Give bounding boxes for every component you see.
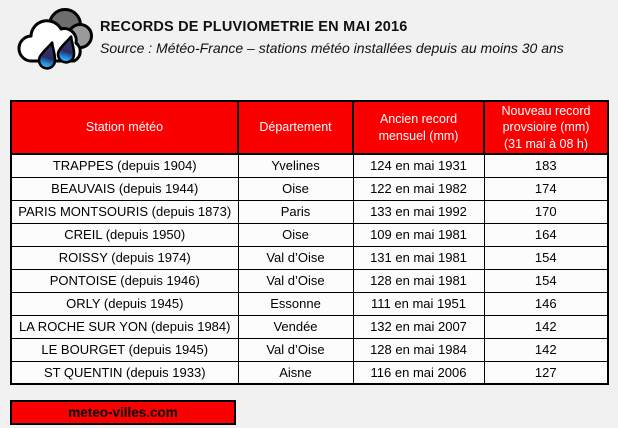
new-record-cell: 142 xyxy=(483,314,609,339)
old-record-cell: 124 en mai 1931 xyxy=(352,153,485,178)
table-row: LE BOURGET (depuis 1945) Val d’Oise 128 … xyxy=(10,337,609,362)
table-row: BEAUVAIS (depuis 1944) Oise 122 en mai 1… xyxy=(10,176,609,201)
new-record-cell: 174 xyxy=(483,176,609,201)
station-cell: ST QUENTIN (depuis 1933) xyxy=(10,360,239,385)
rain-cloud-icon xyxy=(12,4,96,76)
new-record-cell: 146 xyxy=(483,291,609,316)
table-row: ROISSY (depuis 1974) Val d’Oise 131 en m… xyxy=(10,245,609,270)
departement-cell: Val d’Oise xyxy=(237,268,354,293)
departement-cell: Oise xyxy=(237,176,354,201)
station-cell: BEAUVAIS (depuis 1944) xyxy=(10,176,239,201)
table-row: LA ROCHE SUR YON (depuis 1984) Vendée 13… xyxy=(10,314,609,339)
old-record-cell: 133 en mai 1992 xyxy=(352,199,485,224)
old-record-cell: 109 en mai 1981 xyxy=(352,222,485,247)
new-record-cell: 170 xyxy=(483,199,609,224)
station-cell: TRAPPES (depuis 1904) xyxy=(10,153,239,178)
station-cell: CREIL (depuis 1950) xyxy=(10,222,239,247)
masthead: RECORDS DE PLUVIOMETRIE EN MAI 2016 Sour… xyxy=(12,4,564,76)
station-cell: ROISSY (depuis 1974) xyxy=(10,245,239,270)
departement-cell: Oise xyxy=(237,222,354,247)
table-row: ORLY (depuis 1945) Essonne 111 en mai 19… xyxy=(10,291,609,316)
departement-cell: Yvelines xyxy=(237,153,354,178)
station-cell: PARIS MONTSOURIS (depuis 1873) xyxy=(10,199,239,224)
departement-cell: Vendée xyxy=(237,314,354,339)
departement-cell: Val d’Oise xyxy=(237,245,354,270)
new-record-cell: 164 xyxy=(483,222,609,247)
new-record-column-header: Nouveau record provsioire (mm) (31 mai à… xyxy=(483,100,609,155)
departement-cell: Aisne xyxy=(237,360,354,385)
old-record-cell: 128 en mai 1984 xyxy=(352,337,485,362)
station-cell: PONTOISE (depuis 1946) xyxy=(10,268,239,293)
station-cell: LE BOURGET (depuis 1945) xyxy=(10,337,239,362)
old-record-cell: 116 en mai 2006 xyxy=(352,360,485,385)
new-record-cell: 127 xyxy=(483,360,609,385)
station-column-header: Station météo xyxy=(10,100,239,155)
departement-cell: Paris xyxy=(237,199,354,224)
old-record-cell: 111 en mai 1951 xyxy=(352,291,485,316)
table-row: PARIS MONTSOURIS (depuis 1873) Paris 133… xyxy=(10,199,609,224)
new-record-cell: 154 xyxy=(483,245,609,270)
old-record-cell: 128 en mai 1981 xyxy=(352,268,485,293)
departement-cell: Val d’Oise xyxy=(237,337,354,362)
station-cell: LA ROCHE SUR YON (depuis 1984) xyxy=(10,314,239,339)
old-record-cell: 132 en mai 2007 xyxy=(352,314,485,339)
title-block: RECORDS DE PLUVIOMETRIE EN MAI 2016 Sour… xyxy=(100,4,564,56)
source-subtitle: Source : Météo-France – stations météo i… xyxy=(100,40,564,56)
new-record-cell: 154 xyxy=(483,268,609,293)
departement-cell: Essonne xyxy=(237,291,354,316)
old-record-cell: 122 en mai 1982 xyxy=(352,176,485,201)
new-record-cell: 142 xyxy=(483,337,609,362)
table-header-row: Station météo Département Ancien record … xyxy=(10,100,609,155)
records-table: Station météo Département Ancien record … xyxy=(10,100,609,385)
old-record-cell: 131 en mai 1981 xyxy=(352,245,485,270)
table-row: TRAPPES (depuis 1904) Yvelines 124 en ma… xyxy=(10,153,609,178)
old-record-column-header: Ancien record mensuel (mm) xyxy=(352,100,485,155)
station-cell: ORLY (depuis 1945) xyxy=(10,291,239,316)
page-title: RECORDS DE PLUVIOMETRIE EN MAI 2016 xyxy=(100,19,408,35)
departement-column-header: Département xyxy=(237,100,354,155)
new-record-cell: 183 xyxy=(483,153,609,178)
table-row: CREIL (depuis 1950) Oise 109 en mai 1981… xyxy=(10,222,609,247)
table-row: ST QUENTIN (depuis 1933) Aisne 116 en ma… xyxy=(10,360,609,385)
meteo-villes-site-badge[interactable]: meteo-villes.com xyxy=(10,400,236,425)
table-row: PONTOISE (depuis 1946) Val d’Oise 128 en… xyxy=(10,268,609,293)
